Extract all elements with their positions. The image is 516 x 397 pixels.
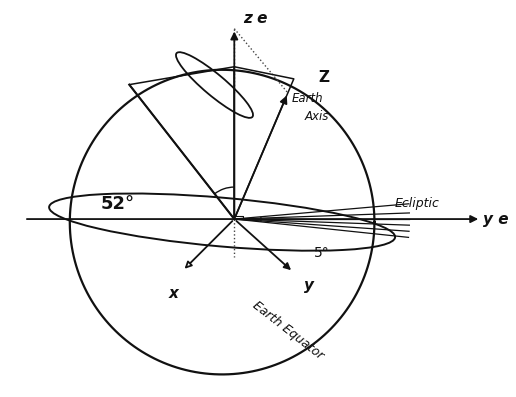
Text: y e: y e xyxy=(482,212,508,227)
Text: 52°: 52° xyxy=(100,195,134,213)
Text: Earth: Earth xyxy=(292,92,324,105)
Text: y: y xyxy=(304,278,314,293)
Text: Earth Equator: Earth Equator xyxy=(250,298,326,362)
Text: 5°: 5° xyxy=(314,246,329,260)
Text: z e: z e xyxy=(244,11,268,26)
Text: Axis: Axis xyxy=(304,110,329,123)
Text: x: x xyxy=(169,286,179,301)
Text: Ecliptic: Ecliptic xyxy=(394,197,439,210)
Text: Z: Z xyxy=(318,70,329,85)
